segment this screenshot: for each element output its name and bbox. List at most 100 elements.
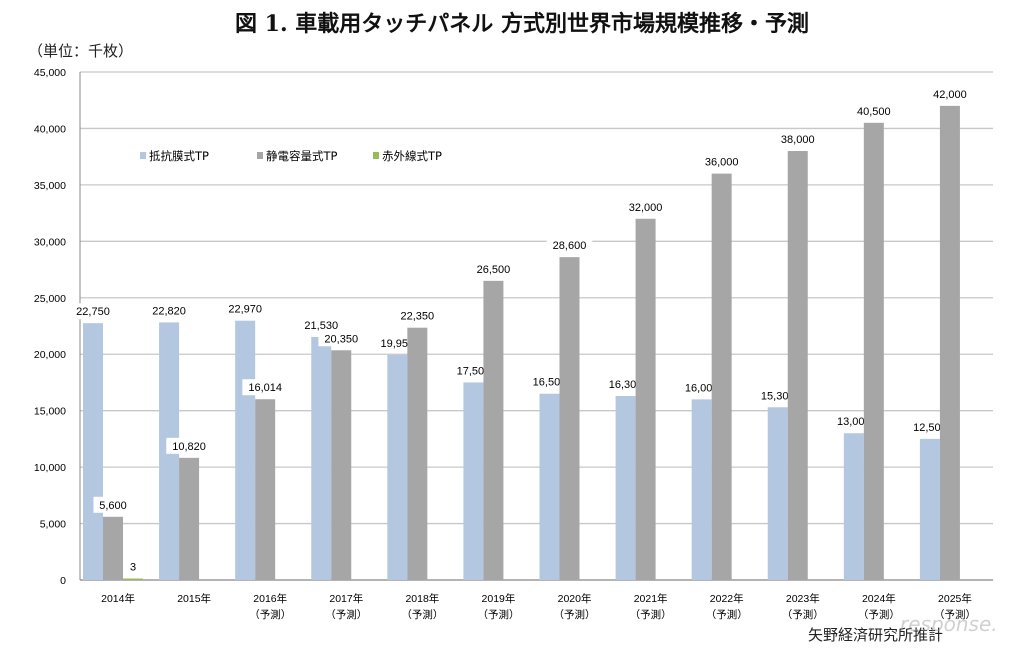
y-tick-label: 25,000 [34, 293, 66, 305]
data-label: 40,500 [857, 106, 891, 118]
y-tick-label: 10,000 [34, 462, 66, 474]
data-label: 38,000 [781, 134, 815, 146]
x-tick-sublabel: （予測） [858, 608, 900, 621]
legend-label: 赤外線式TP [382, 149, 442, 163]
y-tick-label: 35,000 [34, 180, 66, 192]
x-tick-label: 2017年 [329, 592, 363, 605]
data-label-bg [166, 437, 212, 454]
data-label-bg [546, 237, 593, 254]
x-tick-sublabel: （予測） [249, 608, 291, 621]
bar-1 [255, 399, 276, 580]
legend-swatch-2 [373, 152, 379, 159]
bar-1 [331, 350, 352, 580]
data-label: 16,000 [685, 382, 719, 394]
data-label: 12,500 [913, 422, 947, 434]
data-label: 21,530 [304, 320, 338, 332]
x-tick-label: 2022年 [710, 592, 744, 605]
data-label-bg [146, 302, 192, 319]
x-tick-label: 2024年 [862, 592, 896, 605]
bar-0 [235, 320, 256, 580]
data-label: 20,350 [324, 333, 358, 345]
data-label: 5,600 [99, 500, 127, 512]
y-tick-label: 20,000 [34, 349, 66, 361]
bar-0 [615, 395, 636, 580]
y-tick-label: 5,000 [40, 519, 66, 531]
data-label-bg [851, 102, 897, 119]
x-tick-label: 2020年 [558, 592, 592, 605]
data-label: 13,000 [837, 416, 871, 428]
x-tick-sublabel: （予測） [477, 608, 519, 621]
x-tick-label: 2018年 [405, 592, 439, 605]
unit-label: （単位：千枚） [28, 42, 134, 60]
data-label: 42,000 [933, 89, 967, 101]
bar-0 [311, 336, 332, 580]
bar-0 [83, 323, 103, 580]
bar-1 [407, 327, 428, 580]
data-label: 26,500 [477, 264, 511, 276]
bar-1 [559, 257, 580, 580]
x-tick-sublabel: （予測） [630, 608, 672, 621]
bar-1 [103, 516, 123, 580]
bar-1 [787, 151, 808, 580]
data-label-bg [470, 260, 517, 277]
data-label: 36,000 [705, 157, 739, 169]
data-label-bg [222, 300, 268, 317]
y-tick-label: 0 [60, 575, 66, 587]
x-tick-sublabel: （予測） [934, 608, 976, 621]
x-tick-label: 2019年 [482, 592, 516, 605]
bar-1 [863, 122, 884, 581]
x-tick-sublabel: （予測） [706, 608, 748, 621]
data-label-bg [698, 153, 745, 170]
data-label: 16,300 [609, 379, 643, 391]
data-label: 22,750 [76, 306, 110, 318]
y-tick-label: 45,000 [34, 67, 66, 79]
legend-label: 抵抗膜式TP [149, 149, 209, 163]
bar-0 [843, 433, 864, 580]
bar-1 [179, 457, 200, 580]
data-label-bg [774, 131, 821, 148]
data-label-bg [394, 307, 441, 324]
y-tick-label: 30,000 [34, 236, 66, 248]
data-label: 28,600 [553, 240, 587, 252]
bar-1 [635, 218, 656, 580]
data-label-bg [927, 85, 973, 102]
data-label-bg [93, 496, 133, 513]
data-label: 22,970 [228, 304, 262, 316]
x-tick-sublabel: （予測） [782, 608, 824, 621]
data-label: 10,820 [172, 441, 206, 453]
data-label-bg [242, 379, 288, 396]
x-tick-sublabel: （予測） [401, 608, 443, 621]
data-label: 22,350 [401, 311, 435, 323]
data-label: 16,500 [533, 377, 567, 389]
x-tick-sublabel: （予測） [554, 608, 596, 621]
bar-2 [123, 578, 143, 580]
x-tick-label: 2025年 [938, 592, 972, 605]
x-tick-label: 2023年 [786, 592, 820, 605]
data-label: 22,820 [152, 305, 186, 317]
data-label: 32,000 [629, 202, 663, 214]
bar-1 [711, 173, 732, 580]
chart-title: 図 1. 車載用タッチパネル 方式別世界市場規模推移・予測 [235, 11, 809, 37]
data-label: 17,500 [457, 365, 491, 377]
data-label-bg [318, 330, 365, 347]
bar-0 [691, 399, 712, 580]
y-tick-label: 40,000 [34, 123, 66, 135]
bar-0 [919, 438, 940, 580]
legend-swatch-1 [257, 152, 263, 159]
bar-0 [463, 382, 484, 580]
x-tick-label: 2014年 [101, 592, 135, 605]
x-tick-label: 2021年 [634, 592, 668, 605]
x-tick-label: 2015年 [177, 592, 211, 605]
x-tick-sublabel: （予測） [325, 608, 367, 621]
source-note: 矢野経済研究所推計 [808, 626, 944, 644]
data-label-bg [126, 558, 140, 575]
data-label-bg [622, 198, 669, 215]
y-tick-label: 15,000 [34, 406, 66, 418]
data-label: 16,014 [248, 382, 282, 394]
data-label: 3 [130, 562, 136, 574]
legend-swatch-0 [140, 152, 146, 159]
watermark-logo: response. [900, 612, 998, 636]
data-label: 15,300 [761, 390, 795, 402]
data-label-bg [298, 316, 345, 333]
